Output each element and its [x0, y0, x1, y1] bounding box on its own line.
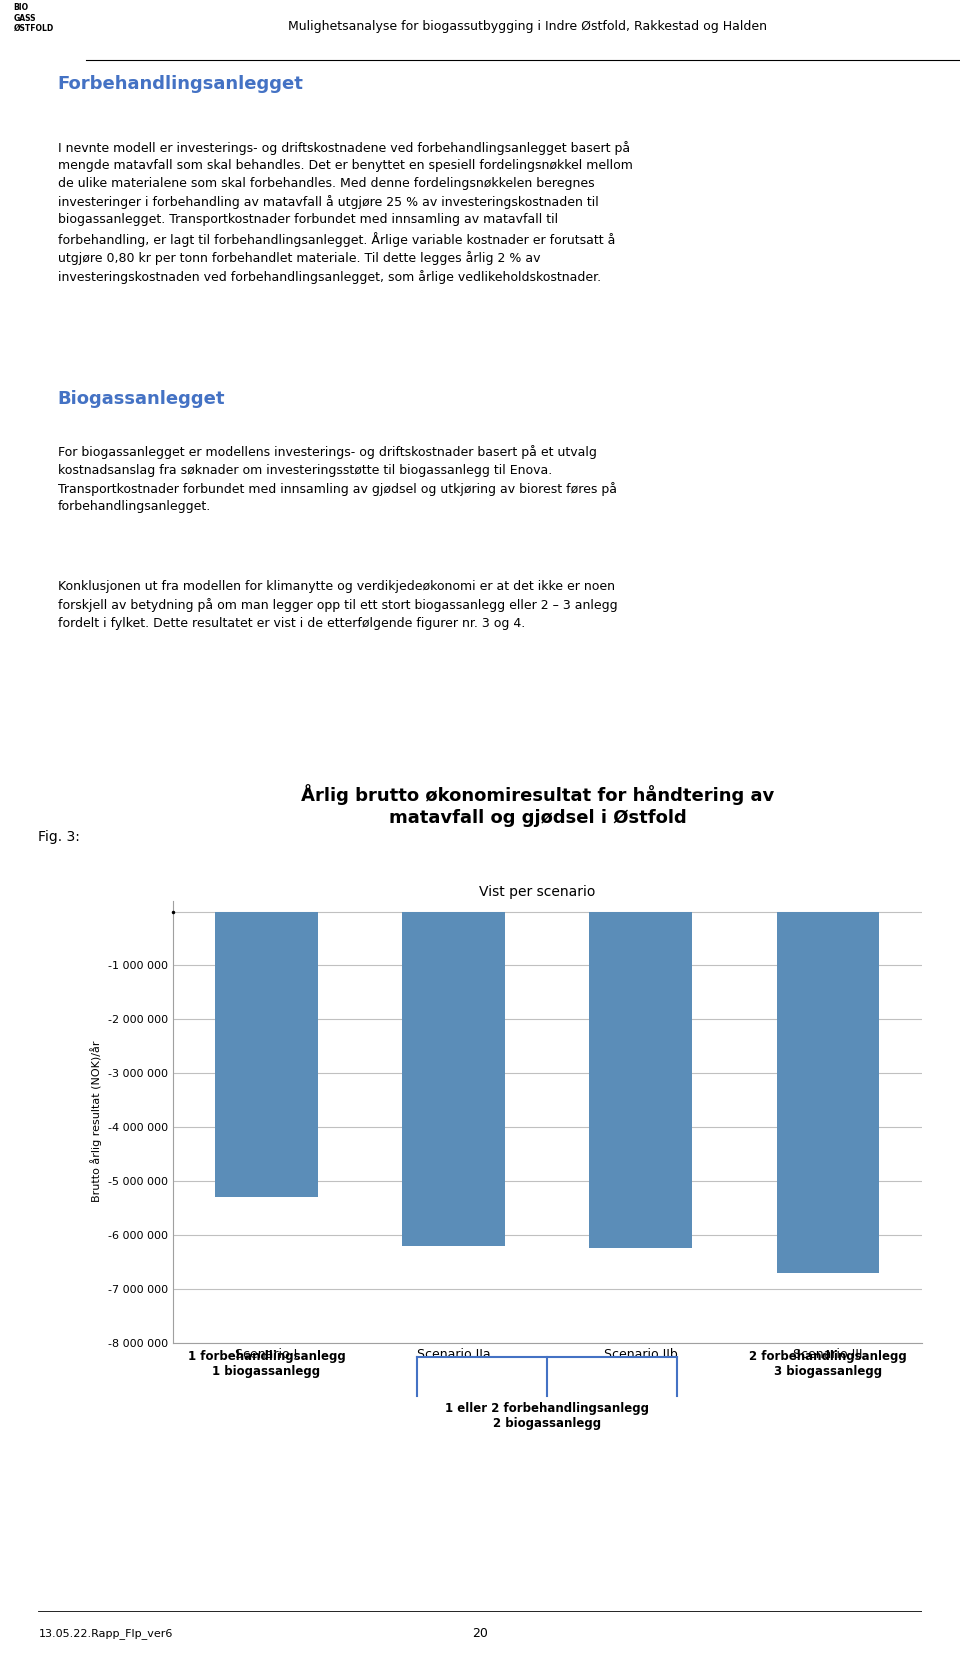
- Bar: [777, 911, 879, 1273]
- Text: For biogassanlegget er modellens investerings- og driftskostnader basert på et u: For biogassanlegget er modellens investe…: [58, 445, 616, 514]
- Bar: [215, 911, 318, 1198]
- Text: Konklusjonen ut fra modellen for klimanytte og verdikjedeøkonomi er at det ikke : Konklusjonen ut fra modellen for klimany…: [58, 580, 617, 631]
- Text: Biogassanlegget: Biogassanlegget: [58, 390, 225, 409]
- Text: 1 eller 2 forbehandlingsanlegg
2 biogassanlegg: 1 eller 2 forbehandlingsanlegg 2 biogass…: [445, 1401, 649, 1429]
- Text: Vist per scenario: Vist per scenario: [479, 886, 596, 899]
- Text: Fig. 3:: Fig. 3:: [38, 831, 81, 844]
- Text: Mulighetsanalyse for biogassutbygging i Indre Østfold, Rakkestad og Halden: Mulighetsanalyse for biogassutbygging i …: [289, 20, 767, 33]
- Bar: [589, 911, 692, 1248]
- Text: 20: 20: [472, 1626, 488, 1640]
- Text: Årlig brutto økonomiresultat for håndtering av
matavfall og gjødsel i Østfold: Årlig brutto økonomiresultat for håndter…: [301, 784, 774, 827]
- Text: 2 forbehandlingsanlegg
3 biogassanlegg: 2 forbehandlingsanlegg 3 biogassanlegg: [749, 1349, 907, 1378]
- Text: BIO
GASS
ØSTFOLD: BIO GASS ØSTFOLD: [13, 3, 54, 33]
- Text: Forbehandlingsanlegget: Forbehandlingsanlegget: [58, 75, 303, 93]
- Bar: [402, 911, 505, 1246]
- Text: 13.05.22.Rapp_Flp_ver6: 13.05.22.Rapp_Flp_ver6: [38, 1628, 173, 1640]
- Text: I nevnte modell er investerings- og driftskostnadene ved forbehandlingsanlegget : I nevnte modell er investerings- og drif…: [58, 140, 633, 284]
- Y-axis label: Brutto årlig resultat (NOK)/år: Brutto årlig resultat (NOK)/år: [90, 1041, 103, 1203]
- Text: 1 forbehandlingsanlegg
1 biogassanlegg: 1 forbehandlingsanlegg 1 biogassanlegg: [187, 1349, 346, 1378]
